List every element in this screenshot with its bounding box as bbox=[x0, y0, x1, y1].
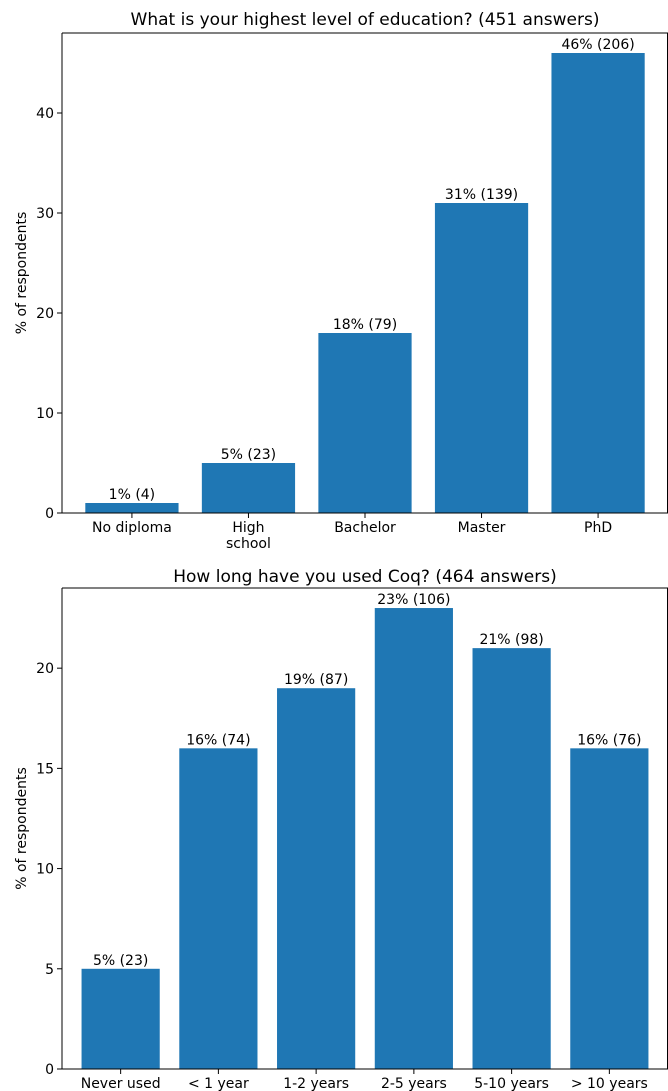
y-axis-label: % of respondents bbox=[14, 212, 30, 335]
bar-1-1 bbox=[179, 748, 258, 1069]
y-tick-label-1-3: 15 bbox=[36, 761, 54, 777]
chart-title: How long have you used Coq? (464 answers… bbox=[173, 567, 557, 587]
x-tick-label-line: > 10 years bbox=[571, 1076, 648, 1091]
x-tick-label-1-3: 2-5 years bbox=[381, 1076, 447, 1091]
y-tick-label-1-4: 20 bbox=[36, 661, 54, 677]
coq-usage-chart: How long have you used Coq? (464 answers… bbox=[14, 567, 668, 1091]
x-tick-label-0-4: PhD bbox=[584, 520, 612, 536]
bar-1-3 bbox=[374, 608, 453, 1069]
x-tick-label-0-0: No diploma bbox=[92, 520, 172, 536]
x-tick-label-0-2: Bachelor bbox=[334, 520, 396, 536]
x-tick-label-0-1: High school bbox=[226, 520, 271, 552]
data-label-1-5: 16% (76) bbox=[577, 732, 641, 748]
data-label-0-3: 31% (139) bbox=[445, 187, 518, 203]
x-tick-label-1-0: Never used bbox=[81, 1076, 161, 1091]
data-label-0-1: 5% (23) bbox=[221, 447, 276, 463]
x-tick-label-1-1: < 1 year bbox=[188, 1076, 249, 1091]
y-tick-label-0-1: 10 bbox=[36, 406, 54, 422]
y-tick-label-0-2: 20 bbox=[36, 306, 54, 322]
education-chart: What is your highest level of education?… bbox=[14, 10, 668, 552]
bar-1-0 bbox=[81, 968, 160, 1069]
bar-0-4 bbox=[551, 53, 645, 513]
x-tick-label-line: Master bbox=[458, 520, 506, 536]
data-label-0-0: 1% (4) bbox=[109, 487, 156, 503]
x-tick-label-line: school bbox=[226, 536, 271, 552]
data-label-0-2: 18% (79) bbox=[333, 317, 397, 333]
bar-0-3 bbox=[434, 203, 529, 513]
data-label-1-3: 23% (106) bbox=[377, 592, 450, 608]
x-tick-label-line: < 1 year bbox=[188, 1076, 249, 1091]
x-tick-label-0-3: Master bbox=[458, 520, 506, 536]
y-tick-label-1-2: 10 bbox=[36, 862, 54, 878]
x-tick-label-line: 5-10 years bbox=[474, 1076, 549, 1091]
x-tick-label-line: PhD bbox=[584, 520, 612, 536]
x-tick-label-line: No diploma bbox=[92, 520, 172, 536]
x-tick-label-1-4: 5-10 years bbox=[474, 1076, 549, 1091]
y-tick-label-0-3: 30 bbox=[36, 206, 54, 222]
y-tick-label-1-1: 5 bbox=[45, 962, 54, 978]
data-label-1-0: 5% (23) bbox=[93, 953, 148, 969]
x-tick-label-1-2: 1-2 years bbox=[283, 1076, 349, 1091]
y-tick-label-0-4: 40 bbox=[36, 106, 54, 122]
bar-1-2 bbox=[277, 688, 356, 1069]
x-tick-label-line: 2-5 years bbox=[381, 1076, 447, 1091]
bar-0-2 bbox=[318, 333, 412, 513]
bar-0-1 bbox=[201, 463, 296, 513]
data-label-1-1: 16% (74) bbox=[186, 732, 250, 748]
data-label-1-4: 21% (98) bbox=[479, 632, 543, 648]
x-tick-label-line: Bachelor bbox=[334, 520, 396, 536]
bar-0-0 bbox=[85, 503, 179, 513]
data-label-0-4: 46% (206) bbox=[561, 37, 634, 53]
y-axis-label: % of respondents bbox=[14, 767, 30, 890]
x-tick-label-1-5: > 10 years bbox=[571, 1076, 648, 1091]
x-tick-label-line: Never used bbox=[81, 1076, 161, 1091]
y-tick-label-0-0: 0 bbox=[45, 506, 54, 522]
bar-1-5 bbox=[570, 748, 649, 1069]
x-tick-label-line: 1-2 years bbox=[283, 1076, 349, 1091]
x-tick-label-line: High bbox=[232, 520, 264, 536]
data-label-1-2: 19% (87) bbox=[284, 672, 348, 688]
y-tick-label-1-0: 0 bbox=[45, 1062, 54, 1078]
bar-1-4 bbox=[472, 648, 551, 1070]
chart-title: What is your highest level of education?… bbox=[131, 10, 600, 30]
